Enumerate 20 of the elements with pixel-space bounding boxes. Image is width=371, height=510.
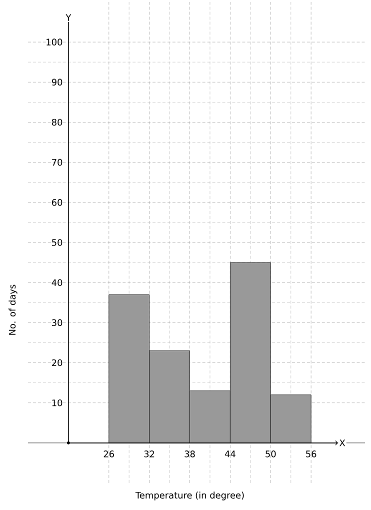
y-tick-label: 80 [52, 118, 62, 126]
y-tick-label: 100 [46, 38, 62, 46]
x-tick-label: 32 [144, 450, 154, 458]
y-tick-label: 10 [52, 399, 62, 406]
x-tick-label: 50 [266, 450, 276, 458]
x-tick-label: 26 [104, 450, 114, 458]
y-tick-label: 20 [52, 359, 62, 366]
y-tick-label: 50 [52, 239, 62, 246]
y-tick-label: 40 [52, 279, 62, 286]
annotation: Y [66, 14, 72, 21]
y-tick-label: 70 [52, 158, 62, 166]
annotation: X [340, 440, 346, 446]
y-tick-label: 30 [52, 319, 62, 326]
x-tick-label: 56 [306, 450, 316, 458]
x-tick-label: 44 [224, 450, 236, 458]
y-tick-label: 90 [52, 78, 62, 86]
x-tick-label: 38 [184, 450, 195, 458]
y-tick-label: 60 [52, 199, 62, 206]
y-axis-title: No. of days [8, 284, 18, 335]
x-axis-title: Temperature (in degree) [135, 492, 244, 500]
